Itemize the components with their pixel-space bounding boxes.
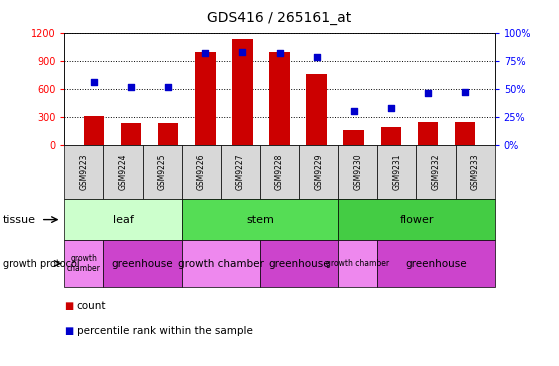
Text: GSM9228: GSM9228	[275, 154, 284, 190]
Point	[89, 79, 98, 85]
Bar	[269, 52, 290, 145]
Text: count: count	[77, 300, 106, 311]
Point	[386, 105, 395, 111]
Text: ■: ■	[64, 300, 74, 311]
Point	[461, 89, 470, 95]
Bar	[84, 116, 104, 145]
Text: tissue: tissue	[3, 214, 36, 225]
Text: ■: ■	[64, 326, 74, 336]
Bar	[158, 123, 178, 145]
Text: GSM9227: GSM9227	[236, 154, 245, 190]
Bar	[455, 122, 475, 145]
Point	[238, 49, 247, 55]
Bar	[232, 40, 253, 145]
Text: greenhouse: greenhouse	[112, 258, 173, 269]
Point	[349, 108, 358, 114]
Text: greenhouse: greenhouse	[405, 258, 467, 269]
Text: GSM9223: GSM9223	[79, 154, 88, 190]
Point	[275, 50, 284, 56]
Bar	[195, 52, 216, 145]
Text: GSM9230: GSM9230	[353, 154, 362, 190]
Text: growth
chamber: growth chamber	[67, 254, 101, 273]
Text: percentile rank within the sample: percentile rank within the sample	[77, 326, 253, 336]
Text: leaf: leaf	[112, 214, 134, 225]
Point	[127, 83, 136, 89]
Point	[312, 55, 321, 60]
Text: GSM9233: GSM9233	[471, 154, 480, 190]
Text: GSM9226: GSM9226	[197, 154, 206, 190]
Text: GSM9229: GSM9229	[314, 154, 323, 190]
Text: GSM9231: GSM9231	[392, 154, 401, 190]
Bar	[381, 127, 401, 145]
Text: stem: stem	[246, 214, 274, 225]
Bar	[306, 74, 327, 145]
Text: growth protocol: growth protocol	[3, 258, 79, 269]
Point	[201, 50, 210, 56]
Bar	[418, 122, 438, 145]
Point	[164, 83, 173, 89]
Bar	[121, 123, 141, 145]
Text: growth chamber: growth chamber	[178, 258, 264, 269]
Text: greenhouse: greenhouse	[268, 258, 330, 269]
Point	[423, 90, 432, 96]
Bar	[343, 130, 364, 145]
Text: flower: flower	[399, 214, 434, 225]
Text: GSM9225: GSM9225	[158, 154, 167, 190]
Text: GSM9232: GSM9232	[432, 154, 440, 190]
Text: GSM9224: GSM9224	[119, 154, 127, 190]
Text: growth chamber: growth chamber	[326, 259, 389, 268]
Text: GDS416 / 265161_at: GDS416 / 265161_at	[207, 11, 352, 25]
